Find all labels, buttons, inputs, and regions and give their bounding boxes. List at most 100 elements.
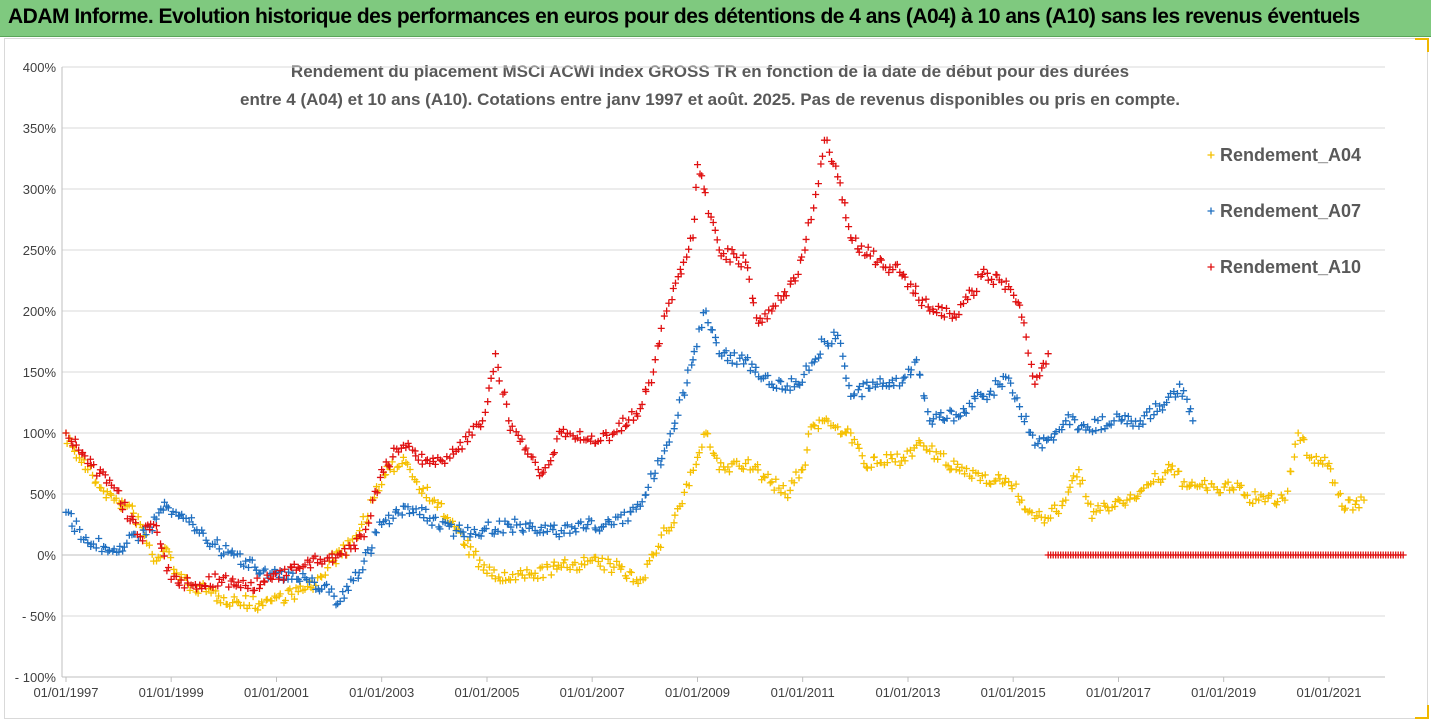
- rendement-a04-point: [940, 450, 948, 458]
- rendement-a07-point: [1158, 406, 1166, 414]
- rendement-a04-point: [850, 436, 858, 444]
- rendement-a07-point: [431, 513, 439, 521]
- rendement-a04-point: [523, 566, 531, 574]
- rendement-a07-point: [1163, 399, 1171, 406]
- rendement-a07-point: [519, 528, 527, 536]
- rendement-a04-point: [578, 560, 586, 568]
- rendement-a07-point: [841, 362, 849, 370]
- rendement-a04-point: [1336, 489, 1344, 497]
- rendement-a10-point: [889, 266, 897, 274]
- rendement-a04-point: [125, 501, 133, 509]
- legend-marker: [1207, 263, 1215, 271]
- rendement-a10-point: [373, 489, 381, 497]
- rendement-a10-point: [172, 572, 180, 580]
- rendement-a04-point: [657, 531, 665, 539]
- rendement-a10-point: [855, 248, 863, 256]
- rendement-a04-point: [594, 557, 602, 565]
- rendement-a10-point: [404, 439, 412, 447]
- rendement-a07-point: [592, 526, 600, 534]
- rendement-a04-point: [811, 422, 819, 430]
- rendement-a04-point: [422, 494, 430, 502]
- rendement-a04-point: [891, 458, 899, 466]
- rendement-a10-point: [514, 431, 522, 439]
- rendement-a04-point: [900, 453, 908, 461]
- rendement-a04-point: [378, 481, 386, 489]
- rendement-a07-point: [416, 511, 424, 519]
- rendement-a04-point: [434, 499, 442, 507]
- rendement-a04-point: [695, 449, 703, 457]
- rendement-a04-point: [1216, 489, 1224, 497]
- rendement-a10-point: [353, 535, 361, 543]
- rendement-a10-point: [628, 408, 636, 416]
- rendement-a10-point: [834, 173, 842, 181]
- rendement-a07-point: [560, 529, 568, 537]
- rendement-a10-point: [613, 428, 621, 436]
- rendement-a07-point: [1002, 373, 1010, 381]
- rendement-a10-point: [86, 455, 94, 463]
- rendement-a10-point: [657, 324, 665, 332]
- rendement-a10-point: [745, 275, 753, 283]
- rendement-a07-point: [980, 392, 988, 400]
- rendement-a10-point: [250, 586, 258, 594]
- rendement-a10-point: [96, 469, 104, 477]
- rendement-a04-point: [1167, 466, 1175, 474]
- rendement-a07-point: [159, 506, 167, 514]
- rendement-a07-point: [708, 326, 716, 334]
- rendement-a07-point: [1064, 411, 1072, 419]
- rendement-a10-point: [211, 570, 219, 578]
- rendement-a10-point: [689, 234, 697, 242]
- rendement-a10-point: [418, 460, 426, 468]
- rendement-a04-point: [952, 466, 960, 474]
- rendement-a04-point: [1094, 502, 1102, 510]
- rendement-a04-point: [560, 559, 568, 567]
- rendement-a04-point: [1300, 436, 1308, 444]
- rendement-a07-point: [671, 419, 679, 427]
- rendement-a10-point: [505, 417, 513, 425]
- rendement-a07-point: [323, 580, 331, 588]
- rendement-a10-point: [545, 461, 553, 469]
- rendement-a10-point: [988, 275, 996, 283]
- rendement-a07-point: [681, 391, 689, 399]
- rendement-a10-point: [964, 295, 972, 303]
- rendement-a07-point: [522, 520, 530, 528]
- rendement-a07-point: [830, 328, 838, 336]
- legend-marker: [1207, 151, 1215, 159]
- rendement-a07-point: [67, 510, 75, 518]
- rendement-a07-point: [452, 527, 460, 535]
- rendement-a04-point: [215, 592, 223, 600]
- rendement-a07-point: [768, 380, 776, 388]
- rendement-a07-point: [901, 373, 909, 381]
- rendement-a07-point: [947, 407, 955, 415]
- rendement-a10-point: [531, 458, 539, 466]
- rendement-a10-point: [495, 377, 503, 385]
- rendement-a04-point: [1224, 478, 1232, 486]
- rendement-a10-point: [139, 537, 147, 545]
- rendement-a10-point: [534, 466, 542, 474]
- rendement-a07-point: [1022, 412, 1030, 420]
- rendement-a10-point: [615, 419, 623, 427]
- rendement-a04-point: [1180, 478, 1188, 486]
- rendement-a10-point: [508, 422, 516, 430]
- rendement-a10-point: [351, 545, 359, 553]
- rendement-a10-point: [237, 584, 245, 592]
- rendement-a10-point: [758, 318, 766, 326]
- rendement-a10-point: [423, 456, 431, 464]
- rendement-a07-point: [169, 507, 177, 515]
- rendement-a07-point: [690, 348, 698, 356]
- rendement-a10-zero-point: [1399, 551, 1407, 559]
- rendement-a10-point: [196, 581, 204, 589]
- rendement-a07-point: [1152, 400, 1160, 408]
- rendement-a04-point: [1272, 501, 1280, 509]
- rendement-a04-point: [134, 513, 142, 521]
- rendement-a04-point: [75, 454, 83, 462]
- rendement-a04-point: [1213, 486, 1221, 494]
- rendement-a07-point: [163, 502, 171, 510]
- rendement-a10-point: [605, 436, 613, 444]
- rendement-a04-point: [539, 574, 547, 582]
- rendement-a10-point: [177, 576, 185, 584]
- rendement-a10-point: [711, 226, 719, 234]
- rendement-a10-point: [464, 438, 472, 446]
- rendement-a04-point: [873, 460, 881, 467]
- rendement-a07-point: [310, 578, 318, 586]
- rendement-a07-point: [764, 372, 772, 380]
